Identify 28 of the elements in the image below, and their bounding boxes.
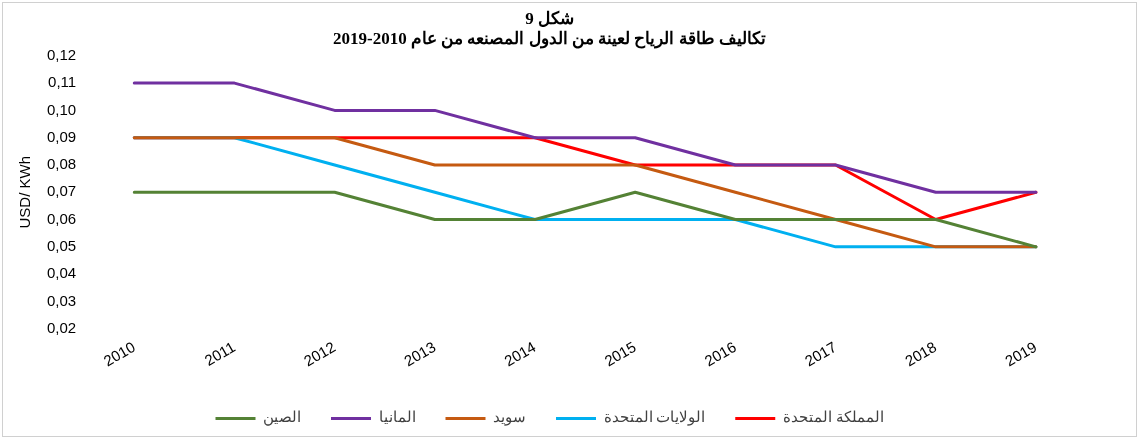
y-tick-label: 0,07	[46, 182, 77, 200]
x-tick-label: 2014	[501, 337, 539, 370]
chart-subtitle: تكاليف طاقة الرياح لعينة من الدول المصنعه من عام 2010-2019	[333, 28, 766, 49]
y-tick-label: 0,02	[46, 318, 77, 336]
y-tick-label: 0,09	[46, 127, 77, 145]
legend-label: المملكة المتحدة	[782, 409, 884, 426]
chart-title: شكل 9	[525, 8, 574, 28]
y-tick-label: 0,10	[46, 100, 77, 118]
y-tick-label: 0,08	[46, 155, 77, 173]
legend-label: الصين	[263, 409, 301, 427]
y-tick-label: 0,05	[46, 236, 77, 254]
y-tick-label: 0,12	[46, 45, 77, 63]
x-tick-label: 2013	[401, 337, 439, 370]
x-tick-label: 2010	[100, 337, 138, 370]
y-tick-label: 0,11	[48, 73, 77, 91]
x-tick-label: 2019	[1002, 337, 1040, 370]
y-tick-label: 0,06	[46, 209, 77, 227]
y-tick-label: 0,04	[46, 264, 77, 282]
x-tick-label: 2015	[601, 337, 639, 370]
y-tick-label: 0,03	[46, 291, 77, 309]
legend-label: سويد	[493, 409, 526, 427]
legend-label: المانيا	[378, 409, 416, 426]
x-tick-label: 2012	[300, 337, 339, 370]
legend-label: الولايات المتحدة	[603, 409, 706, 427]
x-tick-label: 2011	[201, 337, 239, 369]
y-axis-title: USD/ KWh	[16, 156, 34, 229]
x-tick-label: 2018	[901, 337, 940, 370]
x-tick-label: 2016	[701, 337, 739, 370]
